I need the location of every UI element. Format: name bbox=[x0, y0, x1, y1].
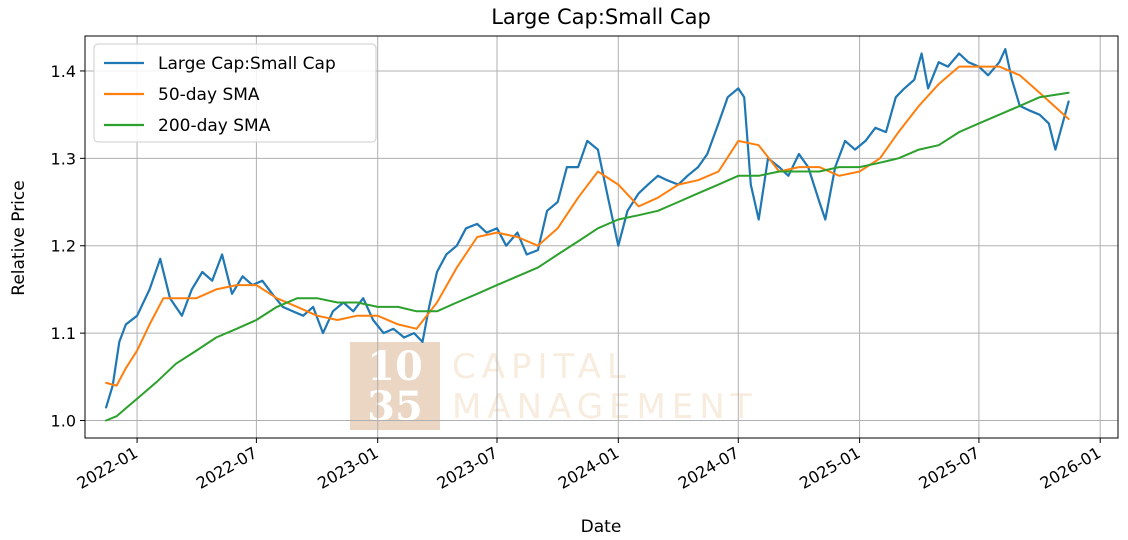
watermark-logo-box bbox=[350, 342, 440, 430]
watermark-word-capital: CAPITAL bbox=[452, 347, 632, 387]
chart-title: Large Cap:Small Cap bbox=[491, 5, 711, 29]
legend-box bbox=[93, 43, 377, 143]
x-tick-label: 2024-01 bbox=[555, 443, 622, 493]
legend: Large Cap:Small Cap 50-day SMA 200-day SMA bbox=[93, 43, 377, 143]
x-tick-label: 2023-07 bbox=[434, 443, 501, 493]
x-tick-label: 2024-07 bbox=[675, 443, 742, 493]
y-tick-label: 1.3 bbox=[51, 149, 76, 168]
x-tick-label: 2025-01 bbox=[796, 443, 863, 493]
legend-label: 200-day SMA bbox=[158, 116, 271, 136]
x-axis: 2022-01 2022-07 2023-01 2023-07 2024-01 2024-… bbox=[74, 438, 1104, 493]
y-tick-label: 1.0 bbox=[51, 412, 76, 431]
x-tick-label: 2022-01 bbox=[74, 443, 141, 493]
x-tick-label: 2026-01 bbox=[1037, 443, 1104, 493]
series-layer bbox=[105, 48, 1070, 422]
plot-frame bbox=[84, 35, 1119, 439]
watermark-logo-line2: 35 bbox=[367, 383, 423, 430]
series-line-3 bbox=[105, 91, 1070, 422]
watermark-logo-line1: 10 bbox=[367, 343, 423, 390]
y-tick-label: 1.1 bbox=[51, 324, 76, 343]
y-tick-label: 1.4 bbox=[51, 62, 76, 81]
legend-label: Large Cap:Small Cap bbox=[158, 54, 336, 74]
x-tick-label: 2025-07 bbox=[916, 443, 983, 493]
series-line-2 bbox=[105, 65, 1070, 387]
x-tick-label: 2023-01 bbox=[314, 443, 381, 493]
series-line-1 bbox=[105, 48, 1070, 409]
legend-label: 50-day SMA bbox=[158, 85, 260, 105]
watermark: 10 35 CAPITAL MANAGEMENT bbox=[350, 342, 752, 430]
x-axis-label: Date bbox=[581, 517, 622, 537]
y-axis-label: Relative Price bbox=[9, 180, 29, 295]
y-axis: 1.0 1.1 1.2 1.3 1.4 bbox=[51, 62, 85, 431]
x-tick-label: 2022-07 bbox=[193, 443, 260, 493]
y-tick-label: 1.2 bbox=[51, 237, 76, 256]
